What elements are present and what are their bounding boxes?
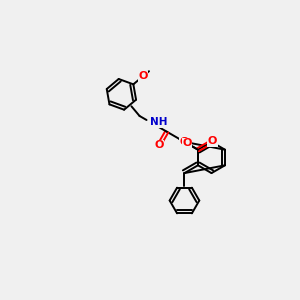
Text: O: O <box>180 137 189 147</box>
Text: NH: NH <box>150 117 168 127</box>
Text: O: O <box>182 138 192 148</box>
Text: O: O <box>138 71 148 81</box>
Text: O: O <box>208 136 217 146</box>
Text: O: O <box>154 140 164 151</box>
